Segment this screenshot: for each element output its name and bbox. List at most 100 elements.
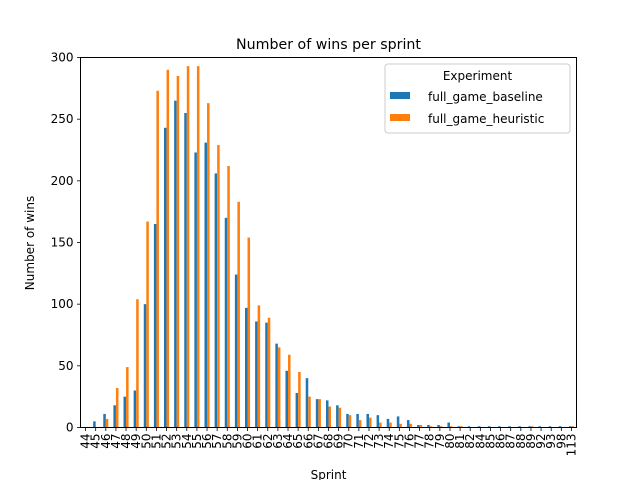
x-tick-label: 70: [342, 434, 356, 449]
x-tick-label: 92: [534, 434, 548, 449]
bar-full_game_baseline-78: [427, 425, 430, 428]
bar-full_game_heuristic-54: [186, 66, 190, 428]
bar-full_game_heuristic-62: [267, 317, 271, 428]
x-tick-label: 80: [443, 434, 457, 449]
bar-full_game_heuristic-77: [419, 425, 423, 428]
x-tick-label: 84: [473, 434, 487, 449]
bar-full_game_heuristic-68: [328, 406, 332, 428]
bar-full_game_baseline-52: [164, 127, 167, 428]
bar-full_game_heuristic-76: [409, 423, 413, 428]
x-tick-label: 77: [413, 434, 427, 449]
bar-full_game_heuristic-65: [298, 372, 301, 428]
x-tick-label: 85: [483, 434, 497, 449]
x-tick-label: 46: [99, 434, 113, 449]
bar-full_game_heuristic-78: [429, 426, 433, 428]
x-tick-label: 78: [423, 434, 437, 449]
x-tick-label: 65: [291, 434, 305, 449]
bar-full_game_heuristic-50: [146, 221, 149, 428]
legend-box: [384, 63, 571, 134]
x-tick-label: 47: [109, 434, 123, 449]
bar-full_game_baseline-76: [406, 420, 410, 428]
x-tick-label: 88: [514, 434, 528, 449]
x-tick-label: 58: [220, 434, 234, 449]
x-tick-label: 72: [362, 434, 376, 449]
bar-full_game_baseline-55: [194, 152, 197, 428]
bar-full_game_heuristic-81: [460, 426, 463, 428]
x-tick-label: 69: [332, 434, 346, 449]
bar-full_game_heuristic-69: [338, 407, 342, 428]
y-tick-label: 100: [51, 297, 74, 311]
bar-full_game_heuristic-80: [449, 426, 453, 428]
bar-full_game_baseline-63: [275, 343, 278, 428]
x-tick-label: 67: [311, 434, 325, 449]
bar-full_game_baseline-60: [244, 307, 248, 428]
legend-swatch-baseline: [390, 92, 410, 99]
bar-full_game_baseline-79: [437, 425, 440, 428]
bar-full_game_baseline-56: [204, 142, 208, 428]
bar-full_game_baseline-93: [548, 426, 552, 428]
bar-full_game_heuristic-52: [166, 69, 170, 428]
x-tick-label: 59: [230, 434, 244, 449]
legend-label-heuristic: full_game_heuristic: [428, 112, 544, 126]
x-tick-label: 48: [119, 434, 133, 449]
x-tick-label: 86: [494, 434, 508, 449]
bar-full_game_heuristic-89: [530, 426, 534, 428]
x-tick-label: 63: [271, 434, 285, 449]
bar-full_game_baseline-80: [447, 422, 450, 428]
bar-full_game_baseline-46: [103, 413, 106, 428]
bar-full_game_baseline-87: [508, 426, 511, 428]
bar-full_game_baseline-85: [487, 426, 491, 428]
bars-layer: [93, 66, 574, 428]
bar-full_game_heuristic-113: [571, 426, 574, 428]
bar-full_game_heuristic-61: [257, 305, 261, 428]
bar-full_game_heuristic-64: [288, 354, 291, 428]
x-tick-label: 82: [463, 434, 477, 449]
bar-full_game_baseline-45: [93, 421, 96, 428]
y-tick-label: 0: [66, 421, 74, 435]
bar-full_game_baseline-81: [457, 426, 461, 428]
bar-full_game_baseline-65: [295, 392, 299, 428]
bar-full_game_baseline-67: [315, 399, 319, 428]
y-axis-ticks: 0 50 100 150 200 250 300: [51, 51, 81, 435]
bar-full_game_heuristic-46: [105, 418, 109, 428]
x-tick-label: 52: [160, 434, 174, 449]
bar-full_game_heuristic-57: [217, 145, 220, 428]
bar-full_game_baseline-49: [133, 390, 137, 428]
x-tick-label: 113: [564, 434, 578, 457]
bar-full_game_baseline-88: [518, 426, 521, 428]
x-tick-label: 61: [251, 434, 265, 449]
x-tick-label: 79: [433, 434, 447, 449]
bar-full_game_baseline-75: [396, 416, 400, 428]
plot-frame: [80, 57, 577, 428]
bar-full_game_baseline-68: [325, 400, 329, 428]
x-tick-label: 57: [210, 434, 224, 449]
bar-full_game_baseline-64: [285, 370, 289, 428]
x-tick-label: 64: [281, 434, 295, 449]
x-axis-label: Sprint: [311, 468, 347, 480]
x-tick-label: 87: [504, 434, 518, 449]
bar-full_game_baseline-62: [265, 322, 268, 428]
x-tick-label: 56: [200, 434, 214, 449]
bar-full_game_heuristic-53: [176, 76, 180, 428]
legend: Experiment full_game_baseline full_game_…: [384, 63, 571, 134]
bar-full_game_baseline-77: [417, 425, 420, 428]
x-tick-label: 68: [322, 434, 336, 449]
bar-full_game_heuristic-48: [126, 367, 129, 428]
bar-full_game_heuristic-71: [358, 420, 362, 428]
legend-label-baseline: full_game_baseline: [428, 90, 543, 104]
bar-full_game_baseline-84: [477, 426, 481, 428]
y-tick-label: 150: [51, 236, 74, 250]
x-tick-label: 51: [149, 434, 163, 449]
bar-full_game_baseline-92: [538, 426, 542, 428]
y-tick-label: 300: [51, 51, 74, 65]
x-tick-label: 89: [524, 434, 538, 449]
bar-full_game_baseline-70: [346, 413, 349, 428]
bar-full_game_heuristic-70: [348, 415, 352, 428]
bar-full_game_heuristic-60: [247, 237, 251, 428]
bar-full_game_baseline-89: [528, 426, 531, 428]
bar-full_game_baseline-61: [255, 321, 258, 428]
legend-swatch-heuristic: [390, 114, 410, 121]
bar-full_game_baseline-71: [356, 413, 359, 428]
bar-full_game_baseline-73: [376, 415, 380, 428]
x-tick-label: 66: [301, 434, 315, 449]
